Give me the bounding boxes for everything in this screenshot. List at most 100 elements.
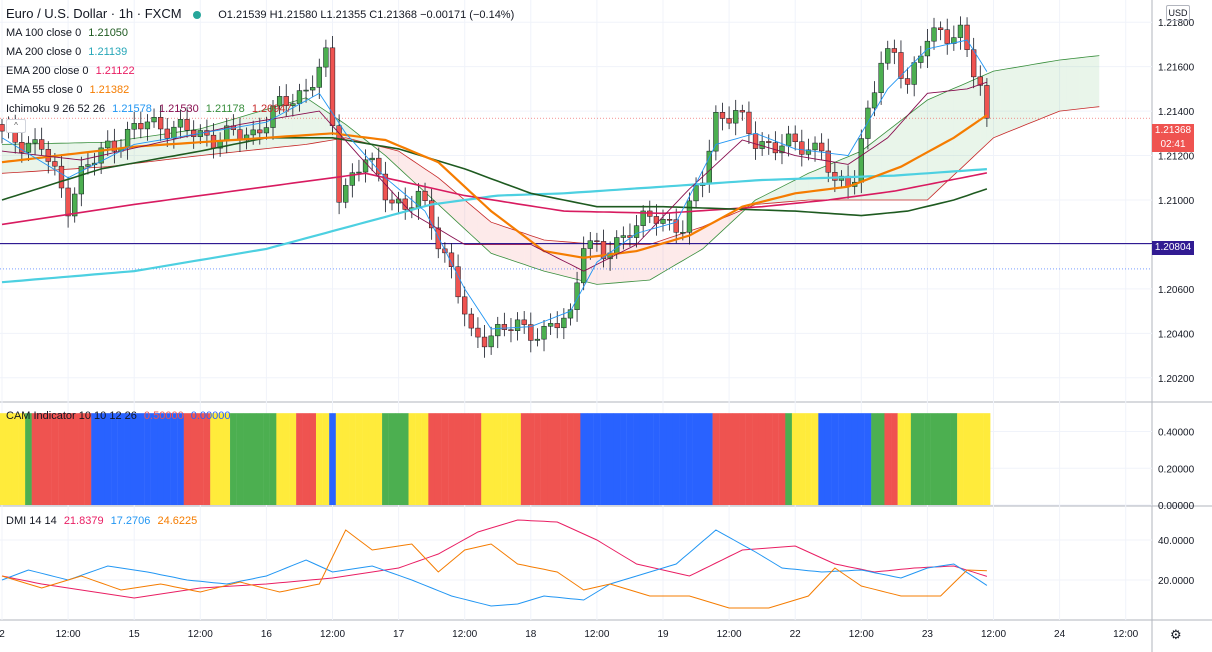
ichimoku-cloud-segment: [867, 140, 875, 200]
ichimoku-cloud-segment: [1066, 58, 1073, 111]
ma100-line: [1, 137, 988, 217]
legend-ichimoku[interactable]: Ichimoku 9 26 52 26 1.21578 1.21530 1.21…: [6, 103, 292, 115]
cam-bar: [170, 413, 178, 505]
horizontal-line-price-tag: 1.20804: [1152, 241, 1194, 255]
candle-body: [270, 105, 276, 128]
ichimoku-cloud-segment: [821, 165, 829, 200]
candle-body: [779, 145, 785, 154]
legend-value: 1.21050: [88, 27, 129, 39]
ichimoku-cloud-segment: [1033, 63, 1040, 122]
candle-body: [151, 117, 157, 123]
ichimoku-span-b: [1, 106, 1100, 245]
candle-body: [805, 149, 812, 155]
cam-bar: [97, 413, 105, 505]
legend-value: 1.21122: [95, 65, 135, 77]
cam-bar: [553, 413, 561, 505]
cam-bar: [91, 413, 99, 505]
ma200-line: [1, 168, 987, 284]
x-tick-label: 12:00: [717, 629, 742, 640]
cam-bar: [976, 413, 984, 505]
symbol-title[interactable]: Euro / U.S. Dollar · 1h · FXCM: [6, 6, 182, 21]
ichimoku-cloud-segment: [1039, 62, 1047, 120]
ichimoku-cloud-segment: [1026, 64, 1034, 125]
cam-bar: [983, 413, 991, 505]
ichimoku-cloud-segment: [623, 244, 630, 283]
ichimoku-cloud-segment: [312, 102, 320, 144]
ichimoku-cloud-segment: [68, 142, 75, 170]
x-tick-label: 12:00: [849, 629, 874, 640]
cam-bar: [910, 413, 918, 505]
ichimoku-cloud-segment: [636, 244, 644, 282]
collapse-legend-icon[interactable]: ^: [6, 119, 26, 133]
cam-bar: [857, 413, 865, 505]
legend-ema55[interactable]: EMA 55 close 0 1.21382: [6, 84, 129, 96]
candle-body: [501, 324, 508, 330]
ichimoku-cloud-segment: [471, 205, 478, 242]
candle-body: [72, 193, 78, 217]
ichimoku-cloud-segment: [834, 159, 842, 200]
cam-bar: [78, 413, 85, 505]
ichimoku-cloud-segment: [1046, 61, 1053, 117]
cam-bar: [507, 413, 515, 505]
cam-bar: [547, 413, 555, 505]
ichimoku-cloud-segment: [1059, 59, 1067, 112]
cam-bar: [150, 413, 158, 505]
y-tick-label: 1.21400: [1158, 107, 1195, 118]
candle-body: [356, 171, 362, 174]
legend-ema200[interactable]: EMA 200 close 0 1.21122: [6, 65, 135, 77]
legend-dmi[interactable]: DMI 14 14 21.8379 17.2706 24.6225: [6, 515, 197, 527]
ichimoku-cloud-segment: [808, 170, 816, 200]
candle-body: [521, 319, 527, 325]
y-tick-label: 1.20200: [1158, 374, 1195, 385]
candle-body: [0, 124, 5, 132]
candle-body: [574, 282, 580, 310]
ichimoku-cloud-segment: [477, 211, 485, 248]
cam-bar: [18, 413, 26, 505]
currency-button[interactable]: USD: [1166, 5, 1190, 21]
candle-body: [766, 141, 772, 143]
ichimoku-cloud-segment: [920, 100, 928, 200]
candle-body: [620, 235, 626, 238]
candle-body: [336, 125, 342, 203]
ichimoku-cloud-segment: [629, 244, 637, 282]
legend-label: MA 100 close 0: [6, 27, 82, 39]
x-tick-label: 12:00: [584, 629, 609, 640]
y-tick-label: 1.21000: [1158, 196, 1195, 207]
legend-ma100[interactable]: MA 100 close 0 1.21050: [6, 27, 128, 39]
candle-body: [977, 76, 983, 86]
candle-body: [640, 210, 646, 226]
ichimoku-cloud-segment: [458, 194, 465, 229]
candle-body: [951, 37, 957, 44]
cam-bar: [243, 413, 251, 505]
candle-body: [746, 111, 752, 134]
candle-body: [402, 198, 408, 210]
settings-gear-icon[interactable]: ⚙: [1170, 627, 1182, 642]
legend-ma200[interactable]: MA 200 close 0 1.21139: [6, 46, 127, 58]
ichimoku-cloud-segment: [544, 240, 551, 273]
cam-bar: [382, 413, 389, 505]
cam-bar: [567, 413, 574, 505]
cam-bar: [917, 413, 925, 505]
candle-body: [772, 142, 779, 154]
candle-body: [964, 24, 970, 50]
cam-bar: [124, 413, 132, 505]
candle-body: [263, 127, 270, 134]
candle-body: [898, 52, 904, 79]
cam-bar: [725, 413, 733, 505]
cam-bar: [263, 413, 270, 505]
legend-cam[interactable]: CAM Indicator 10 10 12 26 0.50000 0.0000…: [6, 410, 231, 422]
cam-bar: [957, 413, 964, 505]
legend-value: 1.21382: [89, 84, 130, 96]
cam-bar: [388, 413, 396, 505]
x-tick-label: 12:00: [320, 629, 345, 640]
market-status-icon: [192, 10, 201, 19]
ichimoku-cloud-segment: [405, 155, 412, 180]
cam-bar: [527, 413, 535, 505]
cam-bar: [877, 413, 885, 505]
cam-bar: [163, 413, 171, 505]
candle-body: [78, 166, 84, 195]
cam-bar: [785, 413, 793, 505]
y-tick-label: 1.21600: [1158, 63, 1195, 74]
candle-body: [534, 338, 541, 341]
